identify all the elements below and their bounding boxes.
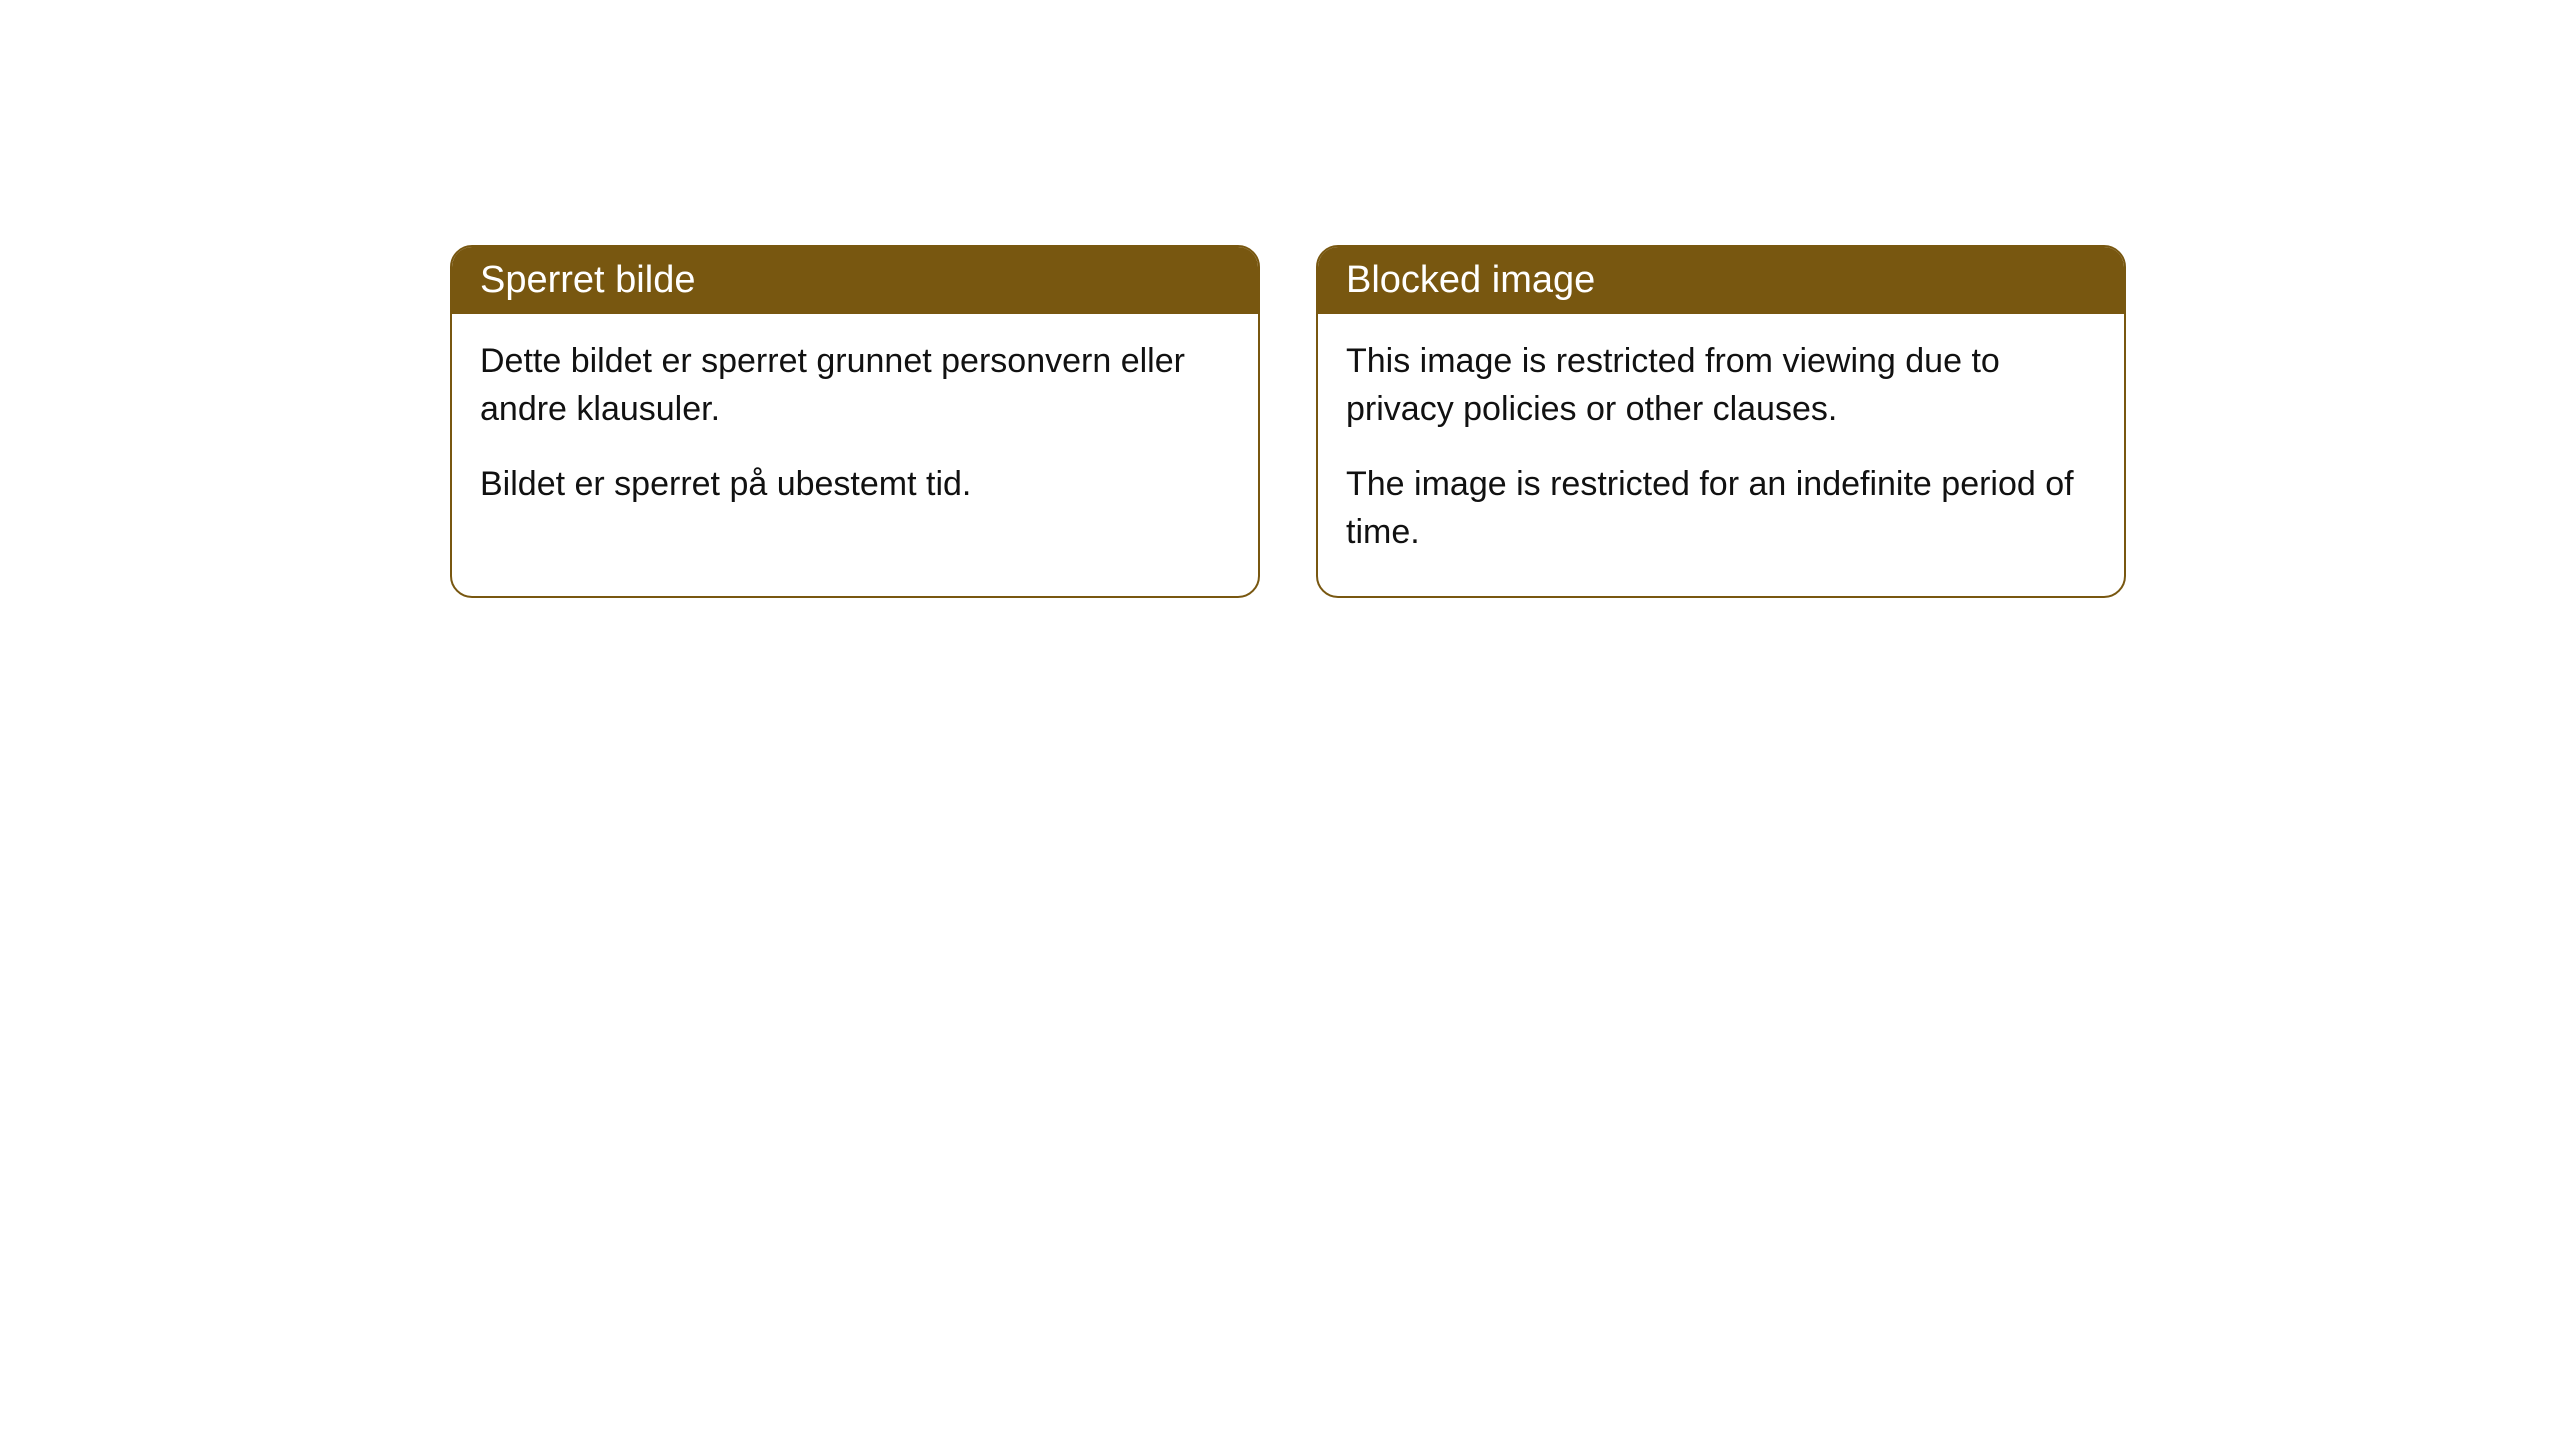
notice-card-norwegian: Sperret bilde Dette bildet er sperret gr… [450,245,1260,598]
card-body-english: This image is restricted from viewing du… [1318,314,2124,596]
card-paragraph: Dette bildet er sperret grunnet personve… [480,338,1230,433]
card-header-english: Blocked image [1318,247,2124,314]
card-header-norwegian: Sperret bilde [452,247,1258,314]
card-body-norwegian: Dette bildet er sperret grunnet personve… [452,314,1258,549]
card-title: Sperret bilde [480,259,695,301]
card-title: Blocked image [1346,259,1595,301]
card-paragraph: This image is restricted from viewing du… [1346,338,2096,433]
notice-cards-container: Sperret bilde Dette bildet er sperret gr… [450,245,2126,598]
card-paragraph: Bildet er sperret på ubestemt tid. [480,461,1230,509]
notice-card-english: Blocked image This image is restricted f… [1316,245,2126,598]
card-paragraph: The image is restricted for an indefinit… [1346,461,2096,556]
